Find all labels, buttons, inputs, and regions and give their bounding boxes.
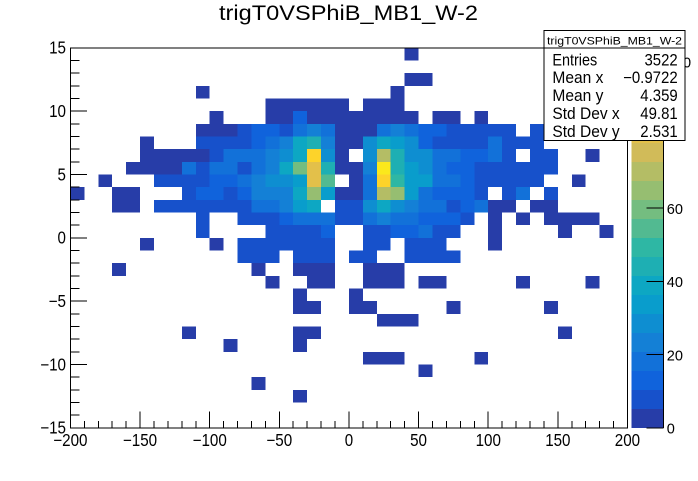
- svg-text:Mean x: Mean x: [552, 69, 603, 87]
- svg-text:5: 5: [58, 164, 66, 184]
- svg-text:40: 40: [667, 275, 683, 291]
- svg-text:−200: −200: [53, 430, 87, 450]
- svg-text:−15: −15: [40, 418, 66, 438]
- svg-text:60: 60: [667, 202, 683, 218]
- svg-text:−5: −5: [49, 291, 66, 311]
- svg-text:100: 100: [476, 430, 501, 450]
- svg-text:15: 15: [49, 38, 66, 58]
- svg-text:Mean y: Mean y: [552, 87, 604, 105]
- svg-text:10: 10: [49, 101, 66, 121]
- svg-text:20: 20: [667, 348, 683, 364]
- svg-text:Std Dev x: Std Dev x: [552, 105, 619, 123]
- svg-text:−50: −50: [266, 430, 292, 450]
- svg-text:4.359: 4.359: [640, 87, 677, 105]
- svg-text:−150: −150: [123, 430, 157, 450]
- svg-text:−100: −100: [193, 430, 227, 450]
- svg-text:150: 150: [545, 430, 570, 450]
- svg-text:0: 0: [667, 422, 675, 438]
- svg-text:−10: −10: [40, 354, 66, 374]
- svg-text:trigT0VSPhiB_MB1_W-2: trigT0VSPhiB_MB1_W-2: [547, 36, 682, 48]
- svg-text:trigT0VSPhiB_MB1_W-2: trigT0VSPhiB_MB1_W-2: [219, 1, 478, 25]
- svg-text:Std Dev y: Std Dev y: [552, 123, 620, 141]
- svg-text:3522: 3522: [645, 51, 678, 69]
- svg-text:49.81: 49.81: [640, 105, 677, 123]
- svg-text:2.531: 2.531: [640, 123, 677, 141]
- svg-text:50: 50: [410, 430, 427, 450]
- svg-text:−0.9722: −0.9722: [623, 69, 678, 87]
- svg-text:0: 0: [58, 228, 66, 248]
- svg-text:Entries: Entries: [552, 51, 597, 69]
- svg-text:0: 0: [345, 430, 353, 450]
- svg-text:200: 200: [615, 430, 640, 450]
